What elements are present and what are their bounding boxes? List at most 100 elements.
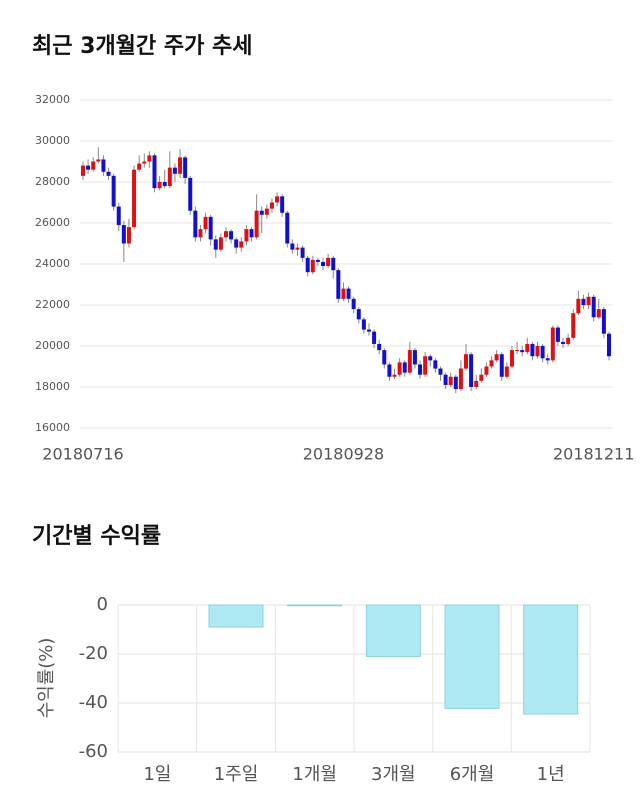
x-tick-label: 1년 [537,764,565,785]
candle-body [152,155,157,189]
candle-body [269,202,274,209]
candle-body [208,216,213,240]
candle-body [438,368,443,375]
candle-body [147,155,152,162]
candle-body [607,333,611,357]
candle-body [116,206,121,226]
x-tick-label: 1일 [143,764,171,785]
candle-body [126,227,131,244]
candle-body [167,167,172,187]
candle-body [443,374,448,385]
candle-body [545,358,550,361]
candle-body [254,210,259,238]
candle-body [387,364,392,377]
y-tick-label: -20 [79,643,108,664]
x-tick-label: 1주일 [214,764,259,785]
candle-body [234,239,239,248]
candle-body [223,231,228,238]
candle-body [407,350,412,373]
candle-body [571,313,576,338]
candle-body [397,362,402,375]
candle-body [310,259,315,273]
chart-title: 기간별 수익률 [32,524,161,549]
candle-body [596,309,601,318]
x-tick-label: 20180928 [303,445,384,464]
candle-body [81,165,85,176]
candle-body [555,327,560,342]
candle-body [121,225,126,244]
y-axis-label: 수익률(%) [36,638,57,719]
candle-body [275,196,280,203]
candle-body [172,167,177,174]
candle-body [509,350,514,367]
candle-body [218,237,223,250]
candle-body [96,159,101,162]
candle-body [213,239,218,250]
candle-body [229,231,234,240]
candle-body [377,343,382,351]
candle-body [561,341,566,344]
candle-body [520,350,525,353]
candle-body [203,216,208,230]
candle-body [402,362,407,373]
candle-body [91,161,96,170]
y-tick-label: 20000 [35,339,70,352]
candle-body [193,210,198,238]
y-tick-label: -60 [79,741,108,762]
candle-body [111,175,116,207]
candle-body [540,346,545,359]
candle-body [239,241,244,248]
candle-body [499,354,504,377]
y-tick-label: -40 [79,692,108,713]
candle-body [157,182,162,189]
candle-body [290,243,295,250]
y-tick-label: 22000 [35,298,70,311]
y-tick-label: 28000 [35,175,70,188]
candle-body [433,360,438,369]
y-tick-label: 24000 [35,257,70,270]
candle-body [586,296,591,305]
candle-body [366,329,371,332]
candle-body [530,343,535,357]
candle-body [178,157,183,174]
candle-body [494,354,499,361]
candle-body [336,270,341,299]
candle-body [372,331,377,344]
y-tick-label: 26000 [35,216,70,229]
candle-body [321,261,326,267]
candle-body [280,196,285,213]
candle-body [448,376,453,385]
x-tick-label: 20181211 [553,445,634,464]
candle-body [423,356,428,375]
candle-body [479,374,484,381]
candle-body [142,161,147,164]
candle-body [137,163,142,170]
y-tick-label: 18000 [35,380,70,393]
candle-body [86,165,91,170]
y-tick-label: 32000 [35,93,70,106]
candle-body [418,364,423,375]
candle-body [183,157,188,178]
candle-body [264,208,269,215]
candle-body [198,229,203,238]
candle-body [361,319,366,330]
candle-body [346,288,351,299]
candle-body [249,229,254,238]
candle-body [566,337,571,344]
chart-title: 최근 3개월간 주가 추세 [32,34,252,59]
bar [287,604,343,607]
candle-body [412,350,417,365]
x-tick-label: 20180716 [42,445,123,464]
candle-body [469,354,474,387]
candle-body [550,327,555,361]
candle-body [101,159,106,172]
candle-body [484,366,489,375]
candle-body [285,212,290,244]
candle-body [244,229,249,242]
candle-body [259,210,264,215]
candle-body [474,380,479,387]
candle-body [464,354,469,369]
candle-body [489,360,494,367]
bar [365,604,421,657]
